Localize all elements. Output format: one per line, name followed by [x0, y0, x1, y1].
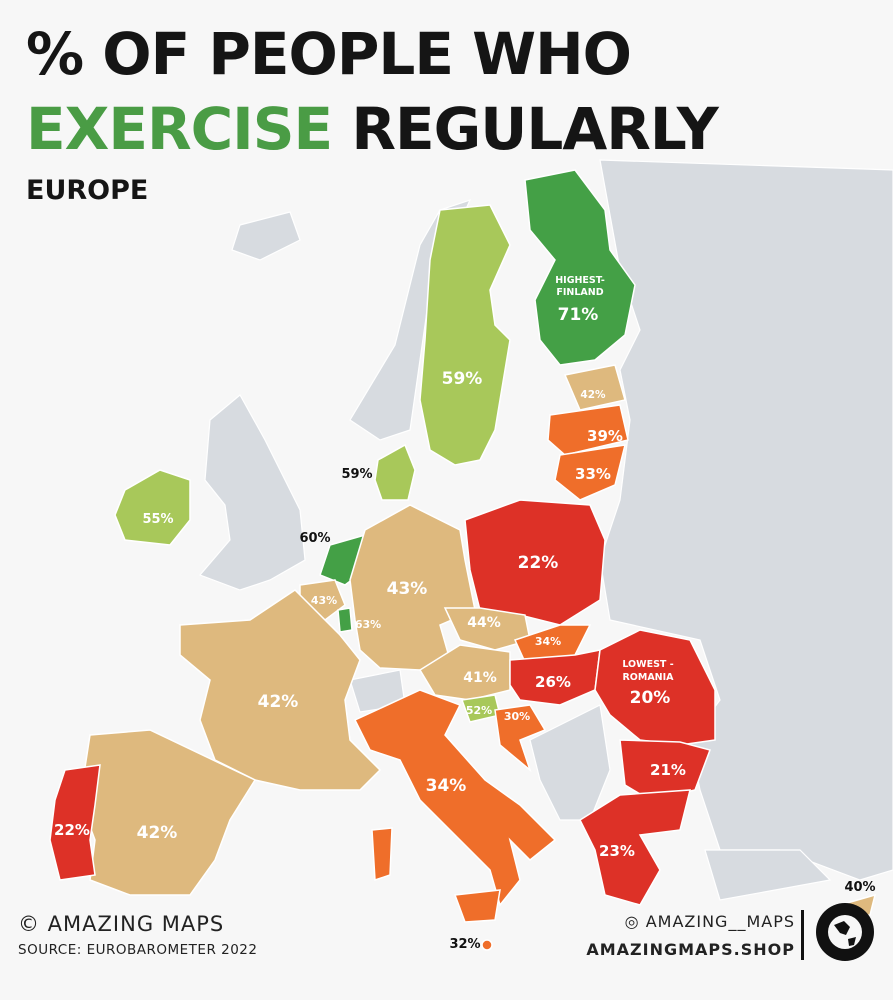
- croatia-value: 30%: [504, 710, 530, 723]
- denmark-value: 59%: [341, 467, 372, 482]
- country-hungary: [509, 649, 601, 706]
- country-portugal: [49, 764, 101, 881]
- hungary-value: 26%: [535, 673, 571, 691]
- country-malta: [481, 939, 493, 951]
- country-ireland: [114, 469, 191, 546]
- country-finland: [524, 169, 636, 366]
- italy-value: 34%: [426, 776, 467, 796]
- malta-value: 32%: [449, 937, 480, 952]
- country-luxembourg: [337, 607, 353, 633]
- country-bulgaria: [619, 739, 711, 801]
- page-title: % OF PEOPLE WHO: [26, 20, 632, 88]
- title-highlight: EXERCISE: [26, 95, 333, 163]
- slovakia-value: 34%: [535, 635, 561, 648]
- spain-value: 42%: [137, 823, 178, 843]
- germany-value: 43%: [387, 579, 428, 599]
- divider: [801, 910, 804, 960]
- poland-value: 22%: [518, 553, 559, 573]
- slovenia-value: 52%: [466, 704, 492, 717]
- finland-note-line1: HIGHEST-: [555, 275, 605, 286]
- eu-countries: [49, 169, 877, 951]
- ireland-value: 55%: [142, 512, 173, 527]
- country-romania: [594, 629, 716, 746]
- lithuania-value: 33%: [575, 465, 611, 483]
- globe-icon: [828, 915, 862, 949]
- shop-url: AMAZINGMAPS.SHOP: [586, 940, 795, 959]
- finland-note-line2: FINLAND: [556, 287, 603, 298]
- netherlands-value: 60%: [299, 531, 330, 546]
- copyright-credit: © AMAZING MAPS: [18, 912, 225, 936]
- non-eu-land: [198, 159, 893, 901]
- luxembourg-value: 63%: [355, 618, 381, 631]
- country-poland: [464, 499, 606, 626]
- source-note: SOURCE: EUROBAROMETER 2022: [18, 942, 258, 958]
- country-lithuania: [554, 444, 627, 501]
- country-estonia: [563, 364, 626, 411]
- turkey: [704, 849, 832, 901]
- instagram-handle: ◎ AMAZING__MAPS: [624, 912, 795, 931]
- sweden-value: 59%: [442, 369, 483, 389]
- romania-note-line1: LOWEST -: [622, 659, 673, 670]
- cyprus-value: 40%: [844, 880, 875, 895]
- country-denmark: [374, 443, 416, 501]
- france-value: 42%: [258, 692, 299, 712]
- country-france: [179, 589, 382, 791]
- amazing-maps-logo: [816, 903, 874, 961]
- belgium-value: 43%: [311, 594, 337, 607]
- country-greece: [579, 789, 691, 906]
- greece-value: 23%: [599, 842, 635, 860]
- title-rest: REGULARLY: [351, 95, 718, 163]
- latvia-value: 39%: [587, 427, 623, 445]
- estonia-value: 42%: [580, 389, 606, 401]
- great-britain: [198, 394, 306, 591]
- country-croatia: [494, 704, 547, 773]
- bulgaria-value: 21%: [650, 761, 686, 779]
- portugal-value: 22%: [54, 821, 90, 839]
- russia-belarus-ukraine: [599, 159, 893, 881]
- czechia-value: 44%: [467, 615, 501, 631]
- country-latvia: [547, 404, 629, 456]
- country-italy: [353, 689, 557, 907]
- iceland: [231, 211, 301, 261]
- austria-value: 41%: [463, 670, 497, 686]
- finland-value: 71%: [558, 305, 599, 325]
- country-sicily: [453, 889, 501, 923]
- country-sweden: [419, 204, 511, 466]
- subtitle: EUROPE: [26, 175, 149, 206]
- romania-note-line2: ROMANIA: [622, 672, 674, 683]
- country-sardinia: [371, 827, 393, 882]
- romania-value: 20%: [630, 688, 671, 708]
- value-labels: HIGHEST- FINLAND 71% 59% 59% 55% 60% 43%…: [54, 275, 876, 952]
- page-title-line2: EXERCISE REGULARLY: [26, 95, 719, 163]
